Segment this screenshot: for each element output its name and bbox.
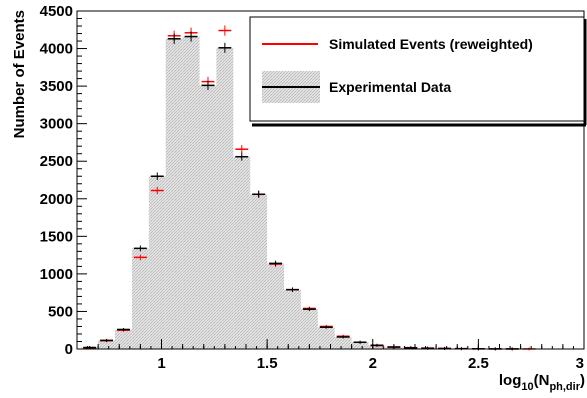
y-tick-label: 4500 — [40, 3, 73, 20]
hist-bar — [317, 327, 335, 349]
y-axis-label: Number of Events — [11, 10, 28, 138]
hist-bar — [199, 85, 217, 350]
hist-bar — [368, 345, 386, 349]
x-tick-label: 2.5 — [468, 355, 489, 372]
y-tick-label: 2000 — [40, 191, 73, 208]
x-axis-label: log10(Nph,dir) — [499, 372, 585, 393]
y-tick-label: 3500 — [40, 78, 73, 95]
legend: Simulated Events (reweighted) Experiment… — [249, 16, 587, 127]
hist-bar — [233, 156, 251, 349]
x-axis-label-sub2: ph,dir — [549, 381, 580, 393]
hist-bar — [182, 36, 200, 349]
x-tick-label: 1 — [157, 355, 165, 372]
hist-bar — [250, 194, 268, 349]
y-tick-label: 4000 — [40, 41, 73, 58]
y-tick-label: 1500 — [40, 228, 73, 245]
hist-bar — [148, 176, 166, 349]
hist-bar — [334, 336, 352, 349]
hist-bar — [98, 340, 116, 349]
y-tick-label: 1000 — [40, 266, 73, 283]
histogram-bars — [81, 36, 521, 350]
x-tick-label: 2 — [369, 355, 377, 372]
hist-bar — [267, 263, 285, 349]
hist-bar — [284, 289, 301, 349]
legend-data-label: Experimental Data — [329, 79, 451, 95]
x-tick-label: 1.5 — [257, 355, 278, 372]
y-tick-label: 500 — [48, 303, 73, 320]
x-tick-label: 3 — [576, 355, 584, 372]
hist-bar — [165, 38, 183, 350]
legend-box — [249, 16, 585, 122]
y-tick-label: 2500 — [40, 153, 73, 170]
hist-bar — [351, 342, 369, 349]
legend-simulated-label: Simulated Events (reweighted) — [329, 36, 533, 52]
x-axis-label-main: log — [499, 372, 522, 389]
y-tick-label: 0 — [65, 341, 73, 358]
hist-bar — [216, 47, 234, 349]
x-axis-label-sub: 10 — [521, 381, 533, 393]
hist-bar — [300, 309, 318, 349]
x-axis-label-paren-open: (N — [534, 372, 550, 389]
axes: 0 500 1000 1500 2000 2500 3000 3500 4000 4500 1 1.5… — [40, 3, 585, 372]
x-axis-label-paren-close: ) — [580, 372, 585, 389]
hist-bar — [131, 248, 149, 349]
y-tick-label: 3000 — [40, 116, 73, 133]
